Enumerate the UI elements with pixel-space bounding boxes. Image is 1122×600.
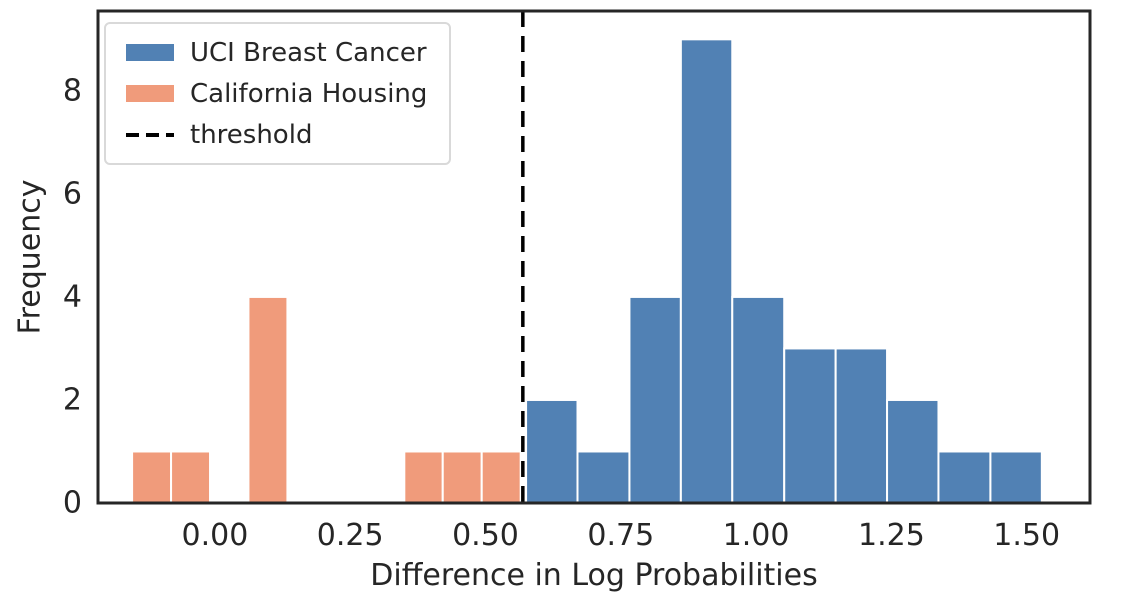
x-tick-label: 0.25 — [317, 518, 384, 553]
legend-item-threshold: threshold — [126, 114, 427, 155]
x-tick-label: 1.25 — [858, 518, 925, 553]
x-tick-label: 0.50 — [452, 518, 519, 553]
bar-uci-breast-cancer — [679, 38, 734, 504]
legend-swatch-uci-breast-cancer — [126, 44, 174, 61]
x-tick-label: 0.00 — [181, 518, 248, 553]
bar-california-housing — [247, 295, 289, 504]
legend-label-uci-breast-cancer: UCI Breast Cancer — [190, 37, 427, 68]
legend-label-threshold: threshold — [190, 119, 313, 150]
bar-uci-breast-cancer — [525, 398, 579, 504]
legend-swatch-california-housing — [126, 85, 174, 102]
y-tick-label: 4 — [63, 279, 82, 314]
x-tick-label: 0.75 — [587, 518, 654, 553]
bar-california-housing — [441, 450, 483, 505]
bar-uci-breast-cancer — [937, 450, 992, 505]
y-tick-label: 0 — [63, 486, 82, 521]
bar-california-housing — [170, 450, 212, 505]
bar-california-housing — [403, 450, 444, 505]
bar-california-housing — [131, 450, 173, 505]
y-tick-label: 6 — [63, 176, 82, 211]
legend-dashed-line-sample — [126, 132, 174, 137]
x-tick-label: 1.00 — [723, 518, 790, 553]
bar-uci-breast-cancer — [886, 398, 940, 504]
bar-uci-breast-cancer — [783, 347, 837, 505]
x-tick-label: 1.50 — [993, 518, 1060, 553]
bar-california-housing — [480, 450, 522, 505]
bar-uci-breast-cancer — [731, 295, 786, 504]
legend-item-uci-breast-cancer: UCI Breast Cancer — [126, 32, 427, 73]
plot-frame — [96, 9, 1092, 505]
y-axis-label: Frequency — [12, 179, 48, 335]
bar-uci-breast-cancer — [576, 450, 631, 505]
legend: UCI Breast Cancer California Housing thr… — [104, 22, 452, 165]
bar-uci-breast-cancer — [989, 450, 1043, 505]
bar-uci-breast-cancer — [628, 295, 682, 504]
y-tick-label: 2 — [63, 382, 82, 417]
legend-label-california-housing: California Housing — [190, 78, 428, 109]
x-axis-label: Difference in Log Probabilities — [370, 558, 818, 593]
legend-item-california-housing: California Housing — [126, 73, 427, 114]
y-tick-label: 8 — [63, 73, 82, 108]
bar-uci-breast-cancer — [834, 347, 889, 505]
